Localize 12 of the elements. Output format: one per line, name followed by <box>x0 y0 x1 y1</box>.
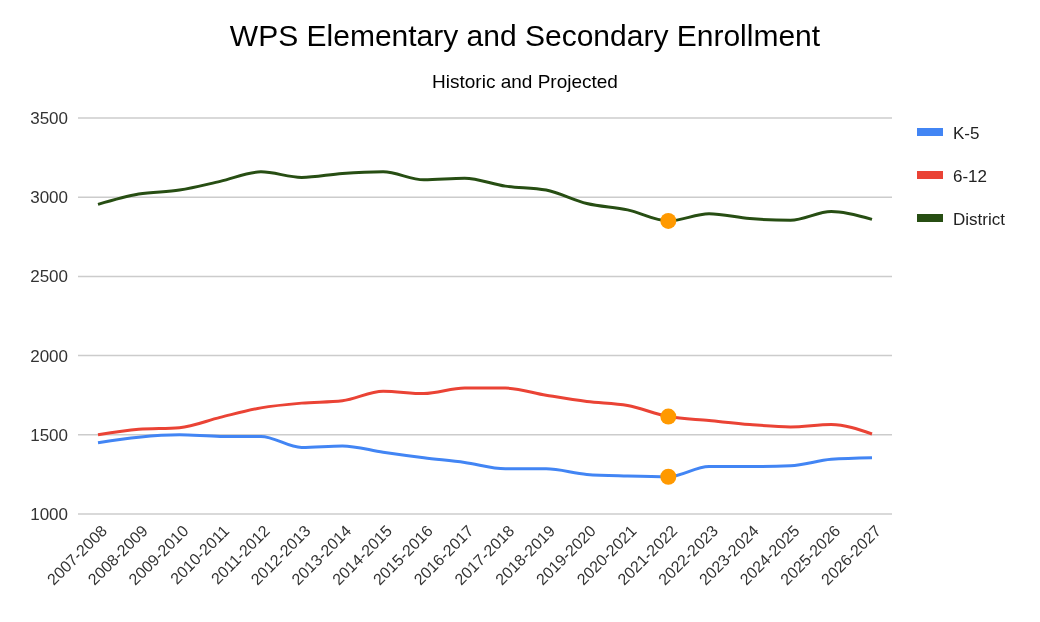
line-series <box>96 386 874 437</box>
legend-label: 6-12 <box>953 166 988 186</box>
y-tick-label: 3500 <box>30 108 68 128</box>
y-tick-label: 3000 <box>30 188 68 208</box>
y-tick-label: 2000 <box>30 346 68 366</box>
y-tick-label: 2500 <box>30 267 68 287</box>
chart-title: WPS Elementary and Secondary Enrollment <box>229 19 821 52</box>
y-tick-label: 1500 <box>30 425 68 445</box>
y-tick-label: 1000 <box>30 504 68 524</box>
legend-label: K-5 <box>953 123 980 143</box>
legend-label: District <box>953 209 1006 229</box>
chart-subtitle: Historic and Projected <box>432 71 618 92</box>
